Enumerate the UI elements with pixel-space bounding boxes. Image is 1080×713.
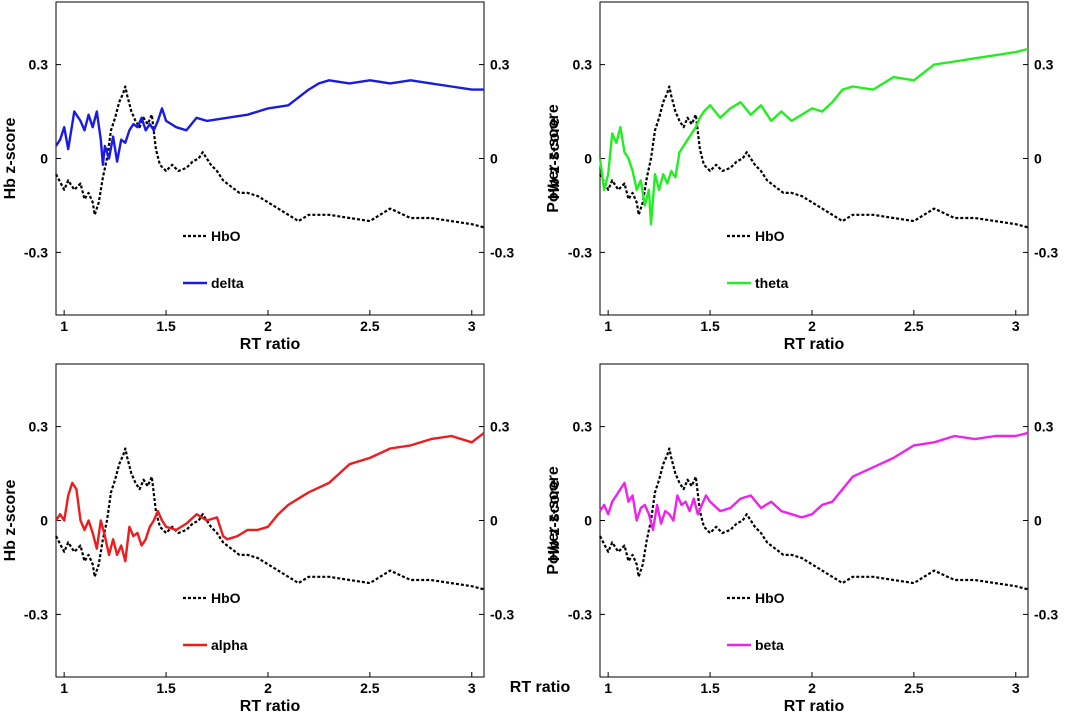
- y-tick-label-left: 0.3: [573, 57, 593, 73]
- y-tick-label-left: 0.3: [573, 419, 593, 435]
- x-tick-label: 3: [468, 680, 476, 696]
- plot-frame: [599, 1, 1029, 316]
- y-tick-label-left: -0.3: [568, 244, 592, 260]
- y-axis-label-left: Hb z-score: [2, 480, 19, 562]
- x-tick-label: 2: [808, 318, 816, 334]
- x-tick-label: 3: [1012, 680, 1020, 696]
- y-tick-label-right: 0: [490, 513, 498, 529]
- series-line-hbo: [599, 85, 1029, 229]
- legend-label-hbo: HbO: [211, 590, 241, 606]
- y-tick-label-right: 0.3: [1034, 419, 1054, 435]
- x-tick-label: 2.5: [904, 318, 924, 334]
- legend-label-theta: theta: [755, 275, 789, 291]
- series-line-delta: [54, 79, 484, 167]
- x-tick-label: 3: [1012, 318, 1020, 334]
- legend-label-hbo: HbO: [755, 228, 785, 244]
- y-tick-label-right: -0.3: [1034, 606, 1058, 622]
- plot-frame: [55, 363, 485, 678]
- legend-label-hbo: HbO: [211, 228, 241, 244]
- legend-label-delta: delta: [211, 275, 244, 291]
- y-tick-label-left: -0.3: [24, 244, 48, 260]
- series-line-hbo: [599, 447, 1029, 591]
- chart-panel-2: -0.3 -0.3 0 0 0.3 0.3 1 1.5 2 2.5 3 RT ratio Hb z-sc…: [546, 1, 1058, 353]
- y-axis-label-left: Hb z-score: [546, 118, 563, 200]
- x-axis-label: RT ratio: [784, 336, 845, 353]
- chart-panel-1: -0.3 -0.3 0 0 0.3 0.3 1 1.5 2 2.5 3 RT ratio Hb z-sc…: [2, 1, 562, 353]
- y-tick-label-right: 0: [490, 151, 498, 167]
- series-line-hbo: [55, 447, 485, 591]
- x-tick-label: 1.5: [156, 318, 176, 334]
- x-tick-label: 2: [264, 318, 272, 334]
- x-axis-label: RT ratio: [240, 698, 301, 713]
- series-line-beta: [598, 431, 1029, 532]
- series-line-hbo: [55, 85, 485, 229]
- y-tick-label-left: 0: [584, 151, 592, 167]
- y-tick-label-right: 0.3: [490, 419, 510, 435]
- legend-label-hbo: HbO: [755, 590, 785, 606]
- x-tick-label: 1: [60, 680, 68, 696]
- y-tick-label-right: -0.3: [1034, 244, 1058, 260]
- y-axis-label-left: Hb z-score: [2, 118, 19, 200]
- x-axis-label: RT ratio: [784, 698, 845, 713]
- legend-label-beta: beta: [755, 637, 784, 653]
- y-tick-label-left: 0.3: [29, 419, 49, 435]
- x-tick-label: 1.5: [700, 318, 720, 334]
- legend-label-alpha: alpha: [211, 637, 248, 653]
- y-tick-label-right: -0.3: [490, 606, 514, 622]
- x-tick-label: 1: [604, 318, 612, 334]
- x-tick-label: 2.5: [904, 680, 924, 696]
- y-axis-label-right: Power z-score: [545, 104, 562, 213]
- y-tick-label-right: 0: [1034, 513, 1042, 529]
- y-tick-label-right: -0.3: [490, 244, 514, 260]
- y-tick-label-left: 0.3: [29, 57, 49, 73]
- series-line-alpha: [54, 431, 485, 563]
- x-tick-label: 1.5: [156, 680, 176, 696]
- stray-rt-ratio-label: RT ratio: [510, 679, 571, 696]
- x-tick-label: 2: [264, 680, 272, 696]
- y-axis-label-left: Hb z-score: [546, 480, 563, 562]
- y-tick-label-left: -0.3: [24, 606, 48, 622]
- plot-frame: [55, 1, 485, 316]
- x-tick-label: 2.5: [360, 318, 380, 334]
- y-tick-label-right: 0.3: [1034, 57, 1054, 73]
- chart-panel-4: -0.3 -0.3 0 0 0.3 0.3 1 1.5 2 2.5 3 RT ratio Hb z-sc…: [546, 363, 1058, 713]
- x-tick-label: 1.5: [700, 680, 720, 696]
- plot-frame: [599, 363, 1029, 678]
- series-line-theta: [598, 47, 1029, 226]
- y-tick-label-left: 0: [40, 151, 48, 167]
- x-tick-label: 1: [60, 318, 68, 334]
- y-tick-label-left: 0: [584, 513, 592, 529]
- x-axis-label: RT ratio: [240, 336, 301, 353]
- chart-panel-3: -0.3 -0.3 0 0 0.3 0.3 1 1.5 2 2.5 3 RT ratio Hb z-sc…: [2, 363, 562, 713]
- y-tick-label-left: -0.3: [568, 606, 592, 622]
- y-tick-label-right: 0: [1034, 151, 1042, 167]
- x-tick-label: 2: [808, 680, 816, 696]
- x-tick-label: 2.5: [360, 680, 380, 696]
- y-axis-label-right: Power z-score: [545, 466, 562, 575]
- x-tick-label: 3: [468, 318, 476, 334]
- x-tick-label: 1: [604, 680, 612, 696]
- y-tick-label-left: 0: [40, 513, 48, 529]
- y-tick-label-right: 0.3: [490, 57, 510, 73]
